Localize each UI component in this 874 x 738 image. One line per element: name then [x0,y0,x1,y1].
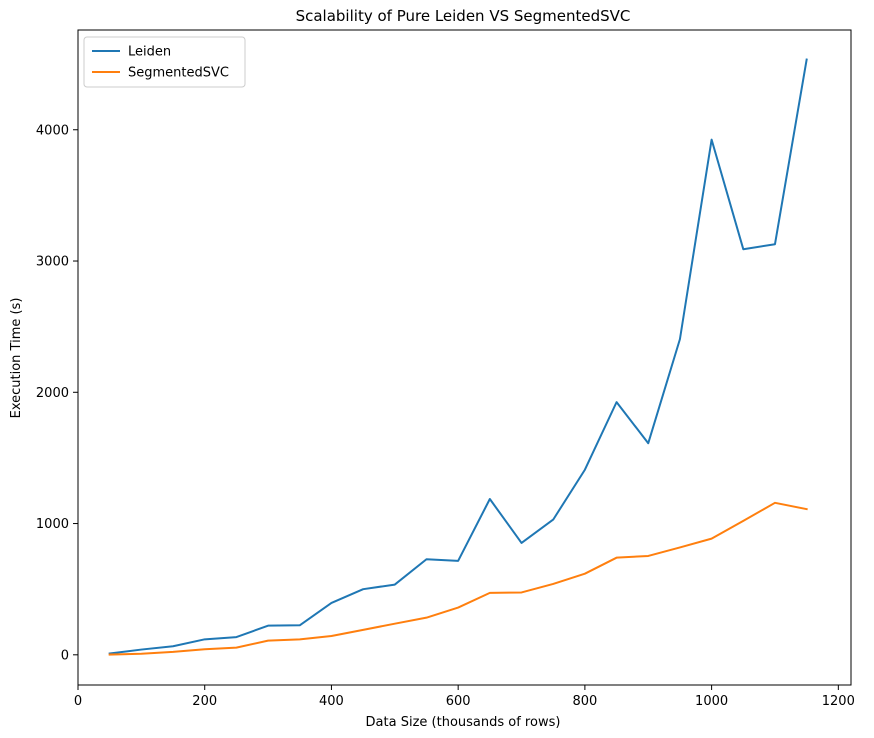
legend: Leiden SegmentedSVC [83,36,246,88]
plot-area [77,29,852,686]
y-tick-label: 0 [61,648,69,663]
y-tick-label: 2000 [36,386,69,401]
y-axis: 0 1000 2000 3000 4000 [36,123,78,663]
x-tick-label: 600 [446,694,471,709]
y-axis-title: Execution Time (s) [9,298,24,419]
series-line-1 [108,58,808,655]
x-tick-label: 400 [319,694,344,709]
y-tick-label: 1000 [36,517,69,532]
x-tick-label: 200 [192,694,217,709]
x-tick-label: 1000 [695,694,728,709]
plot-frame [77,29,852,686]
x-tick-label: 1200 [822,694,855,709]
y-tick-label: 3000 [36,255,69,270]
series-line-2 [108,501,808,656]
chart-title: Scalability of Pure Leiden VS SegmentedS… [296,7,631,25]
y-tick-label: 4000 [36,123,69,138]
x-axis-title: Data Size (thousands of rows) [366,715,561,730]
x-axis: 0 200 400 600 800 1000 1200 [74,685,855,709]
x-tick-label: 0 [74,694,82,709]
x-tick-label: 800 [572,694,597,709]
legend-label-2: SegmentedSVC [128,66,229,81]
legend-label-1: Leiden [128,45,171,60]
legend-box [83,36,246,88]
